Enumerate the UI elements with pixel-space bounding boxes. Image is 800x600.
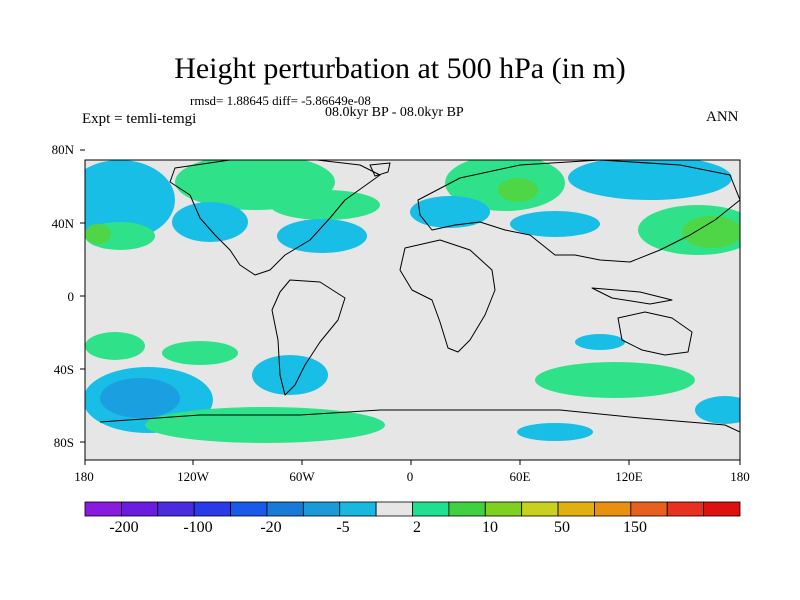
anomaly-n-atlantic-pos xyxy=(270,190,380,220)
plot-title: Height perturbation at 500 hPa (in m) xyxy=(174,52,626,85)
colorbar-swatch xyxy=(594,501,632,517)
colorbar-swatch xyxy=(266,501,304,517)
period-text: 08.0kyr BP - 08.0kyr BP xyxy=(325,105,464,120)
season-label: ANN xyxy=(706,109,739,125)
anomaly-japan-core xyxy=(682,216,740,248)
colorbar-swatch xyxy=(448,501,486,517)
lon-tick-180e: 180 xyxy=(730,469,750,484)
anomaly-e-pacific-neg xyxy=(172,202,248,242)
colorbar-swatch xyxy=(120,501,159,517)
lon-tick-60e: 60E xyxy=(509,469,531,484)
colorbar-label: 2 xyxy=(413,519,421,536)
colorbar-label: -200 xyxy=(109,519,139,536)
anomaly-s-pacific-pos xyxy=(85,332,145,360)
anomaly-w-pacific-core xyxy=(85,224,111,244)
anomaly-siberia-neg xyxy=(568,160,732,200)
lat-tick-80s: 80S xyxy=(53,435,74,450)
lat-tick-0: 0 xyxy=(67,289,75,304)
coastlines xyxy=(99,160,740,433)
colorbar-label: -20 xyxy=(260,519,282,536)
colorbar-swatch xyxy=(302,501,341,517)
colorbar-label: 10 xyxy=(482,519,498,536)
anomaly-n-pacific-neg xyxy=(85,160,175,240)
lat-tick-80n: 80N xyxy=(51,142,74,157)
lon-tick-0: 0 xyxy=(406,469,414,484)
colorbar-swatch xyxy=(230,501,268,517)
colorbar-swatch xyxy=(193,501,231,517)
tick-marks xyxy=(80,149,741,465)
anomaly-s-indian-pos xyxy=(535,362,695,398)
colorbar-swatch xyxy=(412,501,450,517)
anomaly-s-pacific-pos-2 xyxy=(162,341,238,365)
anomaly-indian-neg xyxy=(575,334,625,350)
colorbar-label: -100 xyxy=(183,519,213,536)
lon-tick-120w: 120W xyxy=(177,469,209,484)
colorbar-swatch xyxy=(521,501,559,517)
colorbar-label: -5 xyxy=(336,519,350,536)
anomaly-s-america-neg xyxy=(252,355,328,395)
anomaly-atlantic-neg xyxy=(277,219,367,253)
colorbar-swatch xyxy=(84,501,122,517)
anomaly-s-ocean-neg xyxy=(517,423,593,441)
colorbar-swatch xyxy=(484,501,523,517)
lat-tick-40s: 40S xyxy=(53,362,74,377)
colorbar-label: 150 xyxy=(623,519,647,536)
lon-tick-180w: 180 xyxy=(74,469,94,484)
colorbar-swatch xyxy=(630,501,668,517)
colorbar-swatch xyxy=(557,501,595,517)
experiment-label: Expt = temli-temgi xyxy=(82,111,197,127)
map-frame xyxy=(84,159,741,461)
colorbar-swatch xyxy=(339,501,377,517)
stats-text: rmsd= 1.88645 diff= -5.86649e-08 xyxy=(190,93,371,108)
anomaly-s-atlantic-pos xyxy=(145,407,385,443)
lat-tick-40n: 40N xyxy=(51,216,74,231)
colorbar-swatch xyxy=(157,501,195,517)
colorbar xyxy=(84,501,741,517)
colorbar-swatch xyxy=(375,501,413,517)
colorbar-label: 50 xyxy=(554,519,570,536)
anomaly-asia-neg xyxy=(510,211,600,237)
colorbar-swatch xyxy=(703,501,741,517)
anomaly-s-pacific-east-neg xyxy=(695,396,740,424)
anomaly-europe-neg xyxy=(410,196,490,228)
anomaly-s-pacific-core xyxy=(100,378,180,418)
anomaly-eurasia-core xyxy=(498,178,538,202)
colorbar-swatch xyxy=(666,501,705,517)
map-field xyxy=(85,160,740,460)
lon-tick-60w: 60W xyxy=(289,469,315,484)
lon-tick-120e: 120E xyxy=(615,469,643,484)
